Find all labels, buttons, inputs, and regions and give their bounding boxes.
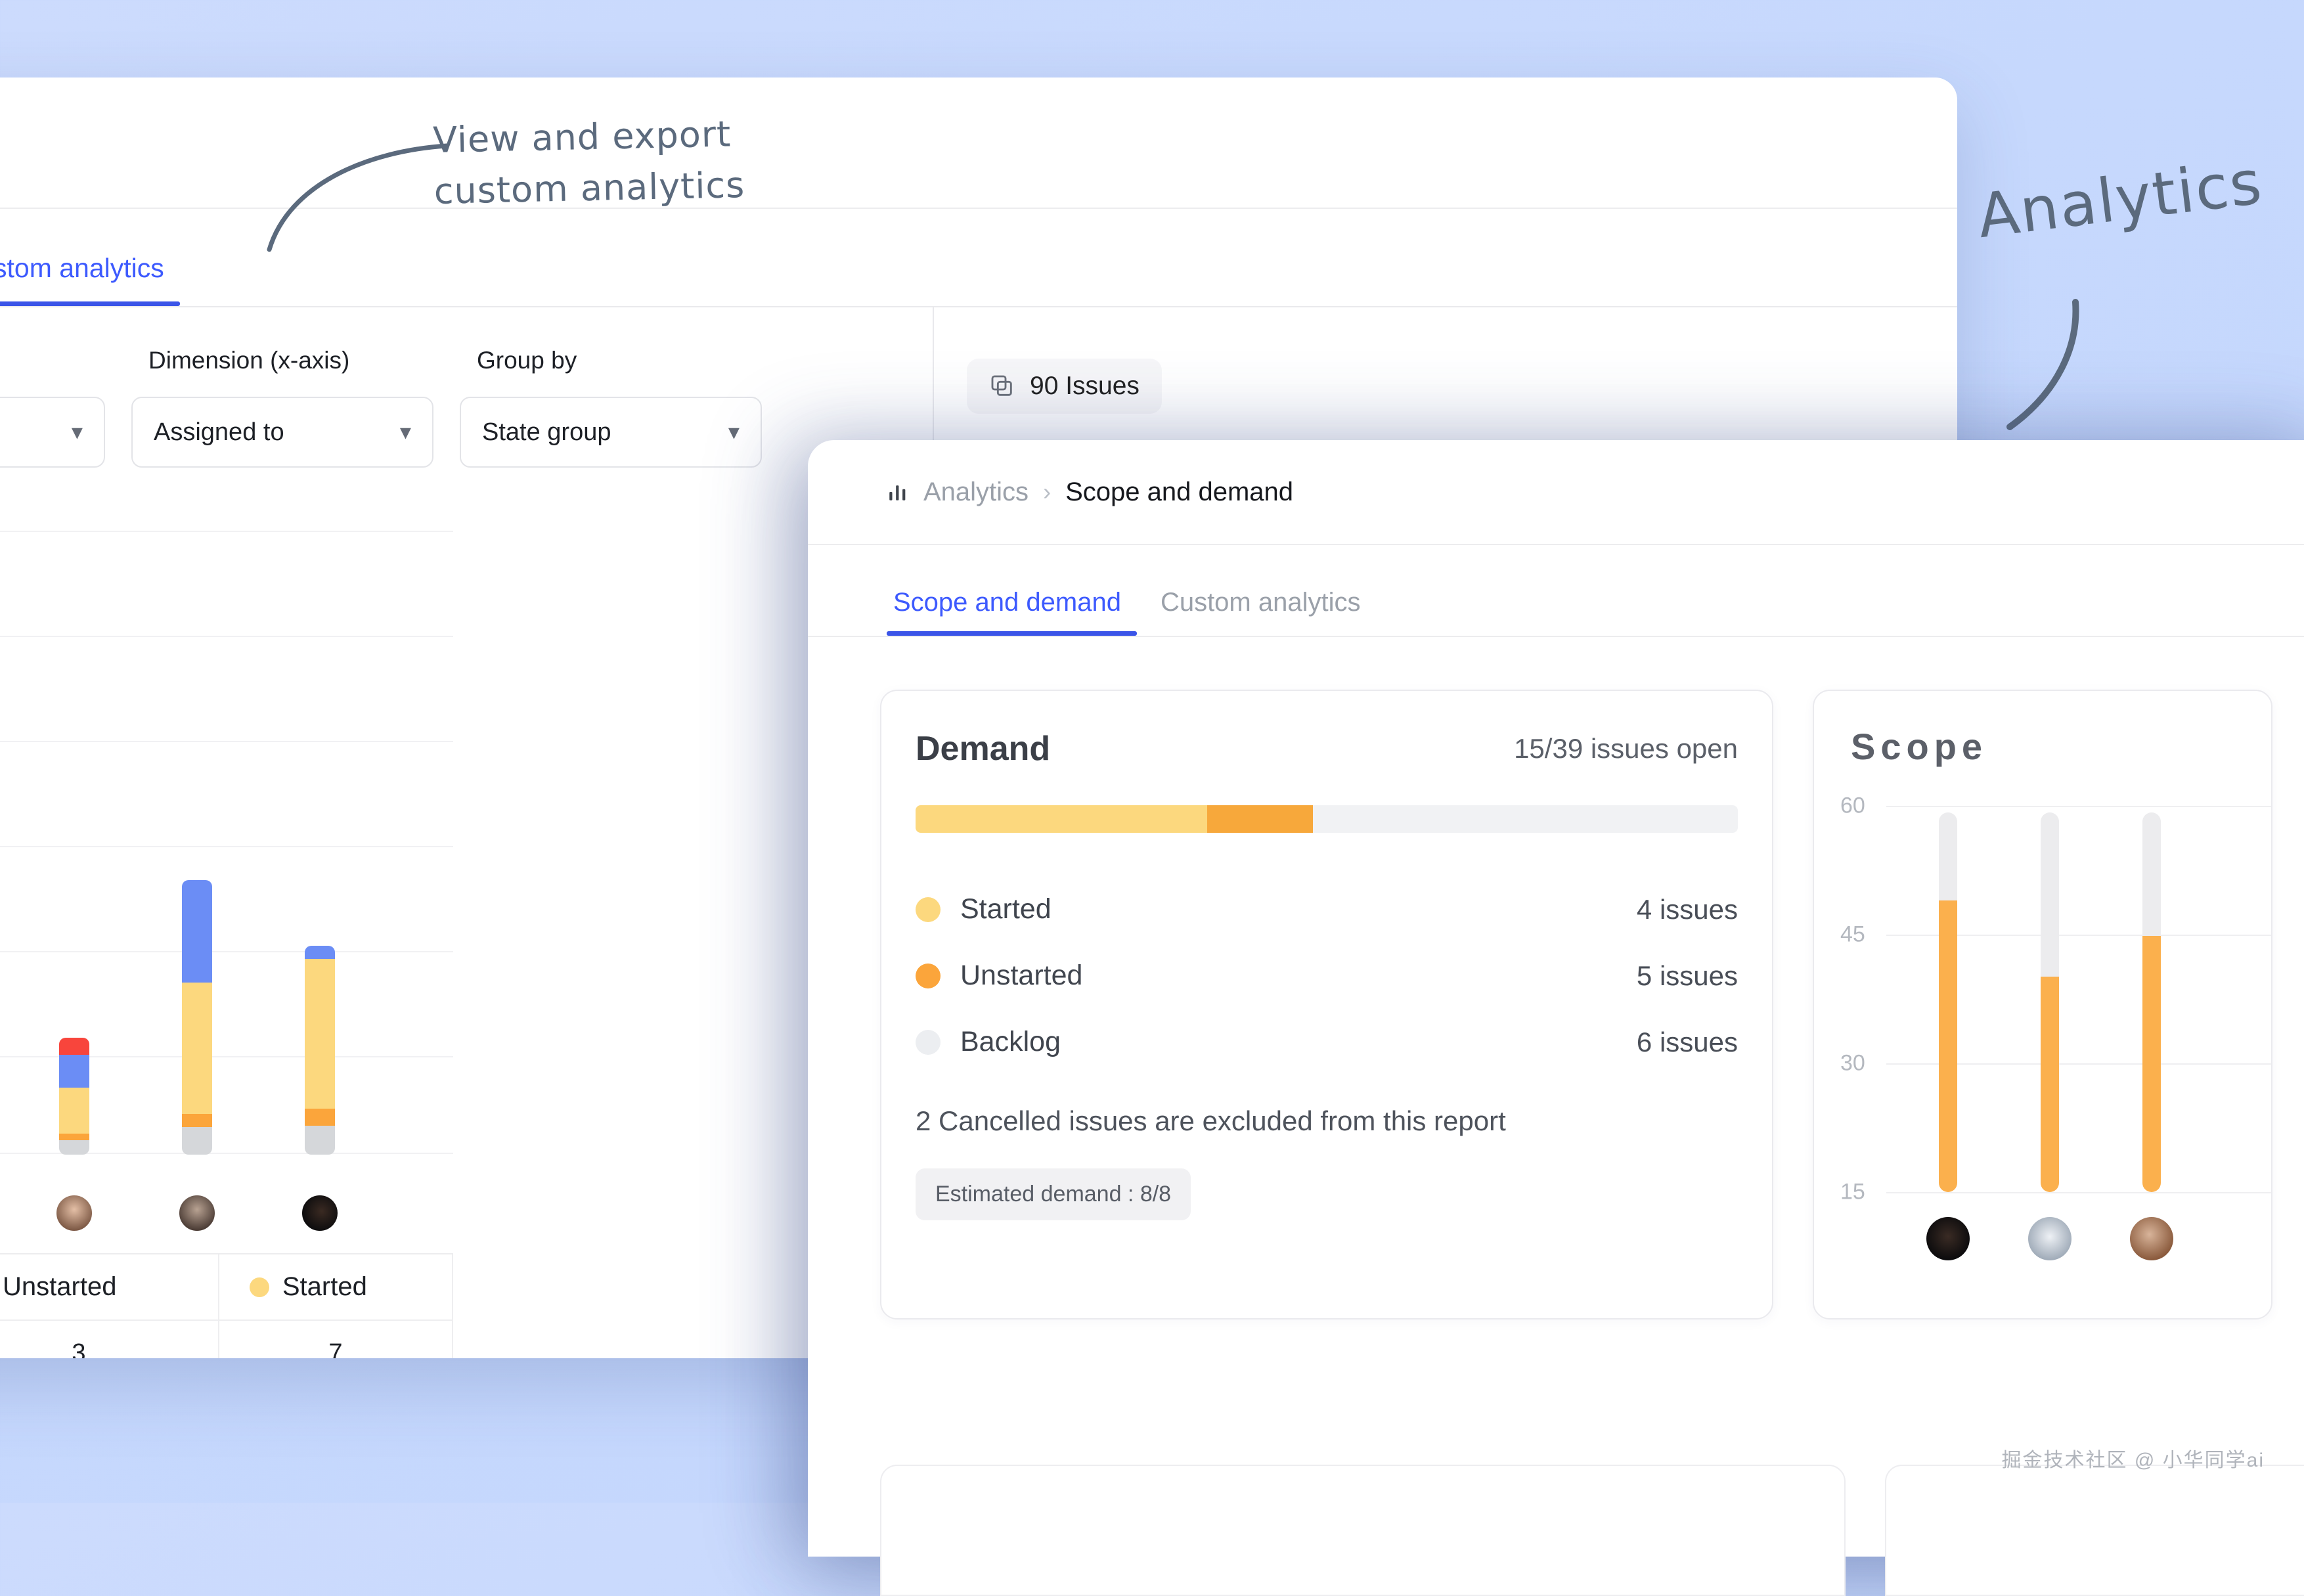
y-tick-60: 60 <box>1840 793 1865 818</box>
avatar <box>2028 1217 2071 1260</box>
unstarted-dot-icon <box>916 963 941 988</box>
watermark: 掘金技术社区 @ 小华同学ai <box>2001 1450 2265 1471</box>
issues-count-badge[interactable]: 90 Issues <box>967 359 1162 414</box>
control-measure-label: Measure (y-axis) <box>0 347 105 374</box>
scope-bar <box>2041 812 2059 1192</box>
secondary-card-partial <box>880 1465 1846 1596</box>
cell-started: 7 <box>218 1320 454 1358</box>
table-header-unstarted-label: Unstarted <box>3 1272 117 1301</box>
y-tick-45: 45 <box>1840 921 1865 947</box>
callout-line-1: View and export <box>432 113 732 161</box>
demand-card-header: Demand 15/39 issues open <box>916 729 1738 768</box>
table-header-started: Started <box>218 1254 454 1321</box>
cancelled-note: 2 Cancelled issues are excluded from thi… <box>916 1105 1506 1136</box>
chart-bar <box>182 880 212 1155</box>
avatar <box>55 1194 93 1232</box>
scope-chart: 60 45 30 15 <box>1814 793 2271 1318</box>
tertiary-card-partial <box>1885 1465 2304 1596</box>
avatar <box>301 1194 339 1232</box>
dimension-value: Assigned to <box>154 418 284 446</box>
demand-card: Demand 15/39 issues open Started 4 issue… <box>880 690 1773 1319</box>
dimension-select[interactable]: Assigned to ▾ <box>131 397 433 468</box>
analytics-controls: ▾ Measure (y-axis) Issue count ▾ Dimensi… <box>0 307 1957 468</box>
legend-label-unstarted: Unstarted <box>960 960 1083 991</box>
layers-icon <box>991 375 1012 396</box>
backlog-dot-icon <box>916 1029 941 1055</box>
legend-label-started: Started <box>960 893 1052 925</box>
callout-arrow-icon <box>267 143 449 252</box>
chart-bar <box>59 1038 89 1155</box>
analytics-arrow-icon <box>2006 299 2079 430</box>
chevron-down-icon: ▾ <box>728 420 740 445</box>
control-dimension: Dimension (x-axis) Assigned to ▾ <box>131 347 433 468</box>
custom-analytics-bar-chart <box>0 531 453 1155</box>
control-group-by-label: Group by <box>477 347 577 374</box>
table-header-row: Backlog Unstarted Started <box>0 1254 454 1321</box>
issues-count-area: 90 Issues <box>933 307 1162 465</box>
table-header-unstarted: Unstarted <box>0 1254 219 1321</box>
legend-row-backlog: Backlog 6 issues <box>916 1009 1738 1075</box>
progress-segment-unstarted <box>1207 805 1313 833</box>
demand-summary: 15/39 issues open <box>1514 733 1738 764</box>
group-by-value: State group <box>482 418 611 446</box>
breadcrumb-current: Scope and demand <box>1065 477 1293 506</box>
started-dot-icon <box>249 1277 269 1297</box>
legend-value-started: 4 issues <box>1636 893 1738 925</box>
legend-value-unstarted: 5 issues <box>1636 960 1738 991</box>
y-tick-15: 15 <box>1840 1179 1865 1205</box>
control-group-by: Group by State group ▾ <box>460 347 762 468</box>
y-tick-30: 30 <box>1840 1050 1865 1076</box>
background-tab-bar[interactable]: Scope and demand Custom analytics <box>0 209 1957 307</box>
cell-unstarted: 3 <box>0 1320 219 1358</box>
analytics-data-table: Backlog Unstarted Started <box>0 1253 454 1358</box>
avatar <box>1926 1217 1970 1260</box>
scope-bar <box>1939 812 1957 1192</box>
control-dimension-label: Dimension (x-axis) <box>148 347 350 374</box>
scope-bar <box>2142 812 2161 1192</box>
bar-chart-icon <box>889 485 906 500</box>
demand-progress-bar <box>916 805 1738 833</box>
callout-annotation: View and export custom analytics <box>432 108 745 217</box>
table-header-started-label: Started <box>282 1272 367 1301</box>
foreground-tab-bar[interactable]: Scope and demand Custom analytics <box>808 545 2304 637</box>
control-measure: Measure (y-axis) Issue count ▾ <box>0 347 105 468</box>
estimated-demand-chip: Estimated demand : 8/8 <box>916 1168 1191 1220</box>
table-row: 24 3 7 <box>0 1320 454 1358</box>
avatar <box>2130 1217 2173 1260</box>
legend-row-started: Started 4 issues <box>916 876 1738 942</box>
progress-segment-started <box>916 805 1208 833</box>
measure-select[interactable]: Issue count ▾ <box>0 397 105 468</box>
issues-count-label: 90 Issues <box>1030 372 1140 400</box>
chart-x-axis-avatars <box>0 1194 453 1240</box>
foreground-content: Demand 15/39 issues open Started 4 issue… <box>808 637 2304 1319</box>
legend-row-unstarted: Unstarted 5 issues <box>916 942 1738 1009</box>
legend-value-backlog: 6 issues <box>1636 1026 1738 1057</box>
breadcrumb-separator-icon: › <box>1043 478 1052 505</box>
tab-custom-analytics[interactable]: Custom analytics <box>1160 588 1361 617</box>
scope-title: Scope <box>1851 726 1988 767</box>
foreground-analytics-window: Analytics › Scope and demand Scope and d… <box>808 440 2304 1557</box>
chevron-down-icon: ▾ <box>71 420 83 445</box>
avatar <box>178 1194 216 1232</box>
demand-title: Demand <box>916 730 1051 768</box>
tab-scope-and-demand[interactable]: Scope and demand <box>874 588 1141 636</box>
group-by-select[interactable]: State group ▾ <box>460 397 762 468</box>
chevron-down-icon: ▾ <box>399 420 411 445</box>
background-window-header: Scope and demand <box>0 78 1957 209</box>
analytics-annotation: Analytics <box>1974 146 2267 252</box>
started-dot-icon <box>916 897 941 922</box>
scope-card: Scope 60 45 30 15 <box>1813 690 2272 1319</box>
callout-line-2: custom analytics <box>433 164 745 213</box>
breadcrumb: Analytics › Scope and demand <box>808 440 2304 545</box>
tab-custom-analytics-bg[interactable]: Custom analytics <box>0 253 187 306</box>
legend-label-backlog: Backlog <box>960 1026 1061 1057</box>
breadcrumb-root[interactable]: Analytics <box>923 477 1029 506</box>
chart-bar <box>305 946 335 1155</box>
